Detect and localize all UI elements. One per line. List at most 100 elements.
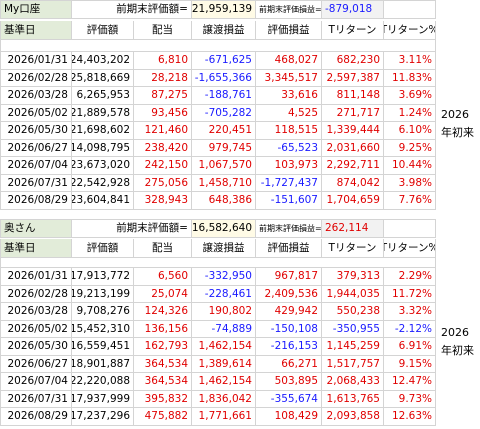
value-cell: 271,717 [322, 104, 384, 122]
value-cell: -74,889 [192, 320, 256, 338]
value-cell: 220,451 [192, 122, 256, 140]
prev-value: 21,959,139 [192, 0, 256, 19]
value-cell: 118,515 [256, 122, 322, 140]
value-cell: 11.72% [384, 285, 436, 303]
value-cell: 12.47% [384, 373, 436, 391]
column-header: 配当 [134, 239, 192, 258]
date-cell: 2026/05/02 [0, 320, 72, 338]
value-cell: -150,108 [256, 320, 322, 338]
column-header: Tリターン% [384, 239, 436, 258]
value-cell: 648,386 [192, 192, 256, 210]
value-cell: 503,895 [256, 373, 322, 391]
date-cell: 2026/01/31 [0, 268, 72, 286]
prev-value-label: 前期末評価額= [72, 0, 192, 19]
value-cell: 14,098,795 [72, 139, 134, 157]
prev-value-label: 前期末評価額= [72, 219, 192, 238]
value-cell: 3.32% [384, 303, 436, 321]
blank-cell [384, 0, 436, 19]
value-cell: 2,292,711 [322, 157, 384, 175]
value-cell: 16,559,451 [72, 338, 134, 356]
date-cell: 2026/07/31 [0, 390, 72, 408]
side-note: 2026 [441, 108, 469, 121]
column-header: Tリターン [322, 239, 384, 258]
prev-pl-label: 前期末評価損益= [256, 0, 322, 19]
value-cell: 2,409,536 [256, 285, 322, 303]
value-cell: 468,027 [256, 52, 322, 70]
date-cell: 2026/07/31 [0, 174, 72, 192]
value-cell: 9.15% [384, 355, 436, 373]
value-cell: 1,704,659 [322, 192, 384, 210]
column-header: 評価損益 [256, 21, 322, 40]
date-cell: 2026/07/04 [0, 157, 72, 175]
value-cell: 15,452,310 [72, 320, 134, 338]
value-cell: 12.63% [384, 408, 436, 426]
value-cell: 682,230 [322, 52, 384, 70]
value-cell: 1,339,444 [322, 122, 384, 140]
value-cell: -65,523 [256, 139, 322, 157]
column-header: 評価額 [72, 21, 134, 40]
value-cell: 2.29% [384, 268, 436, 286]
value-cell: -151,607 [256, 192, 322, 210]
value-cell: 2,031,660 [322, 139, 384, 157]
value-cell: 121,460 [134, 122, 192, 140]
value-cell: -705,282 [192, 104, 256, 122]
date-cell: 2026/05/30 [0, 338, 72, 356]
value-cell: 1,462,154 [192, 338, 256, 356]
blank-cell [384, 219, 436, 238]
value-cell: 475,882 [134, 408, 192, 426]
value-cell: 6,560 [134, 268, 192, 286]
value-cell: 1.24% [384, 104, 436, 122]
value-cell: 17,237,296 [72, 408, 134, 426]
value-cell: 9.73% [384, 390, 436, 408]
column-header: Tリターン% [384, 21, 436, 40]
column-header: 基準日 [0, 239, 72, 258]
value-cell: 1,462,154 [192, 373, 256, 391]
value-cell: 364,534 [134, 355, 192, 373]
value-cell: 275,056 [134, 174, 192, 192]
side-note: 年初来 [441, 126, 474, 139]
value-cell: 364,534 [134, 373, 192, 391]
value-cell: 979,745 [192, 139, 256, 157]
date-cell: 2026/08/29 [0, 192, 72, 210]
value-cell: 6,810 [134, 52, 192, 70]
date-cell: 2026/05/30 [0, 122, 72, 140]
value-cell: 136,156 [134, 320, 192, 338]
value-cell: 328,943 [134, 192, 192, 210]
prev-value: 16,582,640 [192, 219, 256, 238]
value-cell: 17,937,999 [72, 390, 134, 408]
value-cell: 3.98% [384, 174, 436, 192]
value-cell: 9.25% [384, 139, 436, 157]
value-cell: -216,153 [256, 338, 322, 356]
value-cell: 6,265,953 [72, 87, 134, 105]
date-cell: 2026/02/28 [0, 285, 72, 303]
value-cell: 1,067,570 [192, 157, 256, 175]
date-cell: 2026/05/02 [0, 104, 72, 122]
date-cell: 2026/01/31 [0, 52, 72, 70]
date-cell: 2026/06/27 [0, 139, 72, 157]
value-cell: 550,238 [322, 303, 384, 321]
account-name: 奥さん [0, 219, 72, 238]
value-cell: 1,389,614 [192, 355, 256, 373]
date-cell: 2026/02/28 [0, 69, 72, 87]
date-cell: 2026/03/28 [0, 303, 72, 321]
date-cell: 2026/03/28 [0, 87, 72, 105]
value-cell: -228,461 [192, 285, 256, 303]
value-cell: 242,150 [134, 157, 192, 175]
value-cell: 190,802 [192, 303, 256, 321]
date-cell: 2026/07/04 [0, 373, 72, 391]
value-cell: -671,625 [192, 52, 256, 70]
value-cell: 1,836,042 [192, 390, 256, 408]
prev-pl: -879,018 [322, 0, 384, 19]
value-cell: 379,313 [322, 268, 384, 286]
spacer-row [0, 258, 436, 268]
value-cell: 9,708,276 [72, 303, 134, 321]
value-cell: 3.69% [384, 87, 436, 105]
value-cell: 811,148 [322, 87, 384, 105]
value-cell: 33,616 [256, 87, 322, 105]
column-header: 配当 [134, 21, 192, 40]
side-note: 年初来 [441, 344, 474, 357]
column-header: 譲渡損益 [192, 239, 256, 258]
value-cell: 21,889,578 [72, 104, 134, 122]
value-cell: -355,674 [256, 390, 322, 408]
